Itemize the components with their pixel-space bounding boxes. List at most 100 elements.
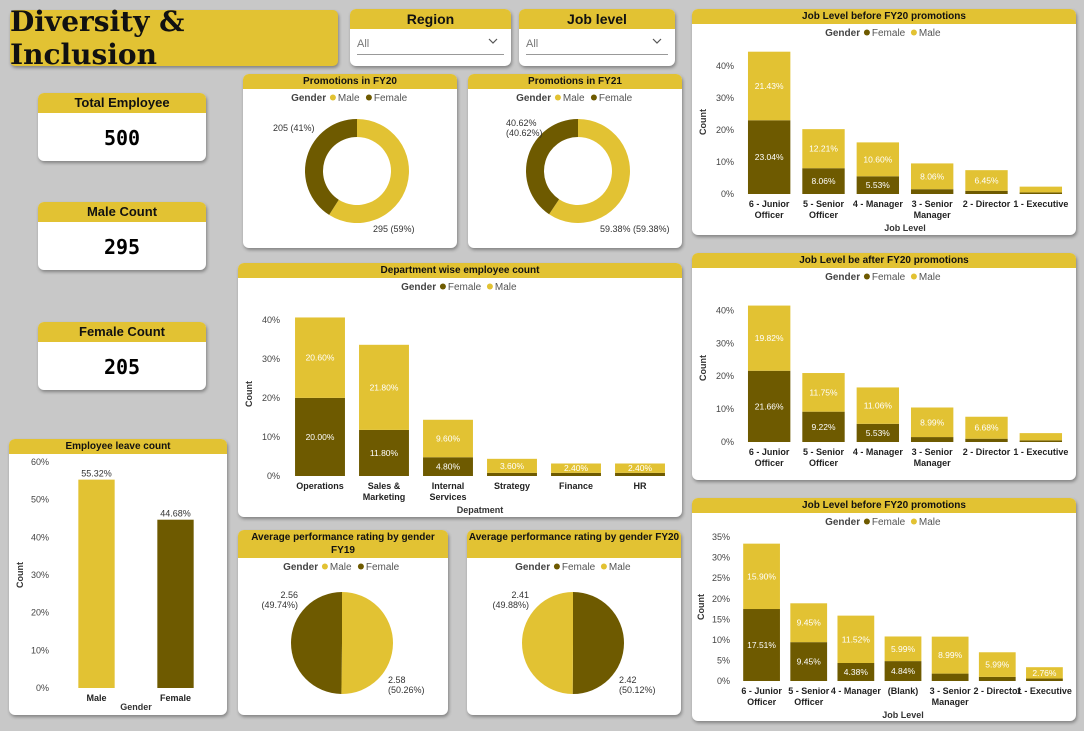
y-axis-label: Count (244, 381, 254, 407)
job-level-before-chart: Job Level before FY20 promotions Gender F… (692, 9, 1076, 235)
job-level-slicer-label: Job level (519, 9, 675, 29)
y-tick-label: 40% (716, 61, 734, 71)
region-dropdown[interactable]: All (357, 33, 504, 55)
y-tick-label: 25% (712, 573, 730, 583)
bar-male (965, 170, 1008, 191)
kpi-total-label: Total Employee (38, 93, 206, 113)
legend-marker-male (910, 273, 917, 280)
legend-marker-female (553, 563, 560, 570)
job-level-dropdown[interactable]: All (526, 33, 668, 55)
x-tick-label: 6 - Junior (749, 447, 790, 457)
job-level-before-2-svg: Gender Female Male 0% 5% 10% 15% 20% 25% 30% 35% Co… (696, 517, 1072, 720)
bar-male (747, 51, 791, 121)
y-tick-label: 15% (712, 614, 730, 624)
data-label: 59.38% (59.38%) (600, 224, 670, 234)
x-tick-label: 2 - Director (974, 686, 1022, 696)
chart-title: Job Level before FY20 promotions (692, 498, 1076, 513)
x-tick-label: Officer (755, 210, 785, 220)
bar-female (965, 190, 1008, 194)
y-tick-label: 35% (712, 532, 730, 542)
y-tick-label: 30% (716, 338, 734, 348)
y-tick-label: 30% (31, 570, 49, 580)
data-label: 2.76% (1032, 668, 1057, 678)
data-label: 8.99% (920, 417, 945, 427)
kpi-female-label: Female Count (38, 322, 206, 342)
y-tick-label: 0% (267, 471, 280, 481)
x-tick-label: 3 - Senior (912, 199, 954, 209)
promotions-fy21-chart: Promotions in FY21 Gender Male Female 59.38… (468, 74, 682, 248)
x-tick-label: Operations (296, 481, 344, 491)
x-tick-label: 2 - Director (963, 199, 1011, 209)
data-label: 5.99% (985, 660, 1010, 670)
data-label: 9.22% (811, 422, 836, 432)
bar-male (747, 305, 791, 371)
bar-female (910, 189, 954, 194)
bar-female (747, 120, 791, 194)
data-label: 8.06% (920, 171, 945, 181)
bar-male (802, 373, 845, 412)
bar-male (856, 142, 900, 177)
y-tick-label: 30% (716, 93, 734, 103)
legend-title: Gender (283, 562, 318, 573)
promotions-fy20-chart: Promotions in FY20 Gender Male Female 295 (… (243, 74, 457, 248)
legend-entry-male: Male (563, 93, 585, 104)
legend-entry-female: Female (562, 562, 596, 573)
legend-marker-male (910, 518, 917, 525)
y-tick-label: 20% (31, 608, 49, 618)
bar-female (487, 472, 537, 476)
x-tick-label: Internal (432, 481, 465, 491)
legend-title: Gender (825, 272, 860, 283)
job-level-slicer[interactable]: Job level All (519, 9, 675, 66)
chart-title: Promotions in FY20 (243, 74, 457, 89)
data-label: 17.51% (747, 640, 776, 650)
x-tick-label: Marketing (363, 492, 406, 502)
x-tick-label: Manager (914, 458, 952, 468)
x-tick-label: Manager (914, 210, 952, 220)
x-tick-label: Strategy (494, 481, 530, 491)
region-slicer[interactable]: Region All (350, 9, 511, 66)
x-tick-label: 3 - Senior (912, 447, 954, 457)
data-label: 55.32% (81, 469, 112, 479)
legend-entry-female: Female (872, 28, 906, 39)
chevron-down-icon (488, 38, 498, 44)
legend-marker-male (321, 563, 328, 570)
y-tick-label: 20% (712, 594, 730, 604)
legend-title: Gender (825, 28, 860, 39)
x-axis-label: Depatment (457, 505, 504, 515)
performance-fy20-chart: Average performance rating by gender FY2… (467, 530, 681, 715)
x-tick-label: 2 - Director (963, 447, 1011, 457)
legend-entry-male: Male (495, 282, 517, 293)
legend-title: Gender (515, 562, 550, 573)
performance-fy19-chart: Average performance rating by gender FY1… (238, 530, 448, 715)
bar-male (790, 603, 828, 643)
y-axis-label: Count (698, 355, 708, 381)
data-label: 2.42 (619, 675, 637, 685)
employee-leave-chart: Employee leave count 0% 10% 20% 30% 40% 50% 60… (9, 439, 227, 715)
bar-female (837, 662, 875, 681)
x-tick-label: Officer (809, 458, 839, 468)
bar-female (802, 411, 845, 442)
x-tick-label: Officer (747, 697, 777, 707)
y-tick-label: 20% (716, 371, 734, 381)
data-label: (49.88%) (492, 600, 529, 610)
y-tick-label: 30% (712, 553, 730, 563)
x-tick-label: Female (160, 693, 191, 703)
bar-male (423, 419, 473, 458)
bar-female (978, 676, 1016, 681)
x-tick-label: 4 - Manager (831, 686, 882, 696)
y-tick-label: 10% (716, 404, 734, 414)
bar-male (931, 636, 969, 674)
pie-slice-male (341, 592, 394, 694)
data-label: 10.60% (863, 154, 892, 164)
x-tick-label: HR (634, 481, 647, 491)
bar-female (790, 642, 828, 681)
y-tick-label: 40% (262, 315, 280, 325)
legend-entry-female: Female (374, 93, 408, 104)
x-tick-label: Finance (559, 481, 593, 491)
data-label: 5.53% (866, 428, 891, 438)
data-label: 205 (41%) (273, 123, 315, 133)
legend-title: Gender (291, 93, 326, 104)
x-axis-label: Job Level (882, 710, 924, 720)
data-label: 2.40% (564, 463, 589, 473)
legend-entry-male: Male (338, 93, 360, 104)
